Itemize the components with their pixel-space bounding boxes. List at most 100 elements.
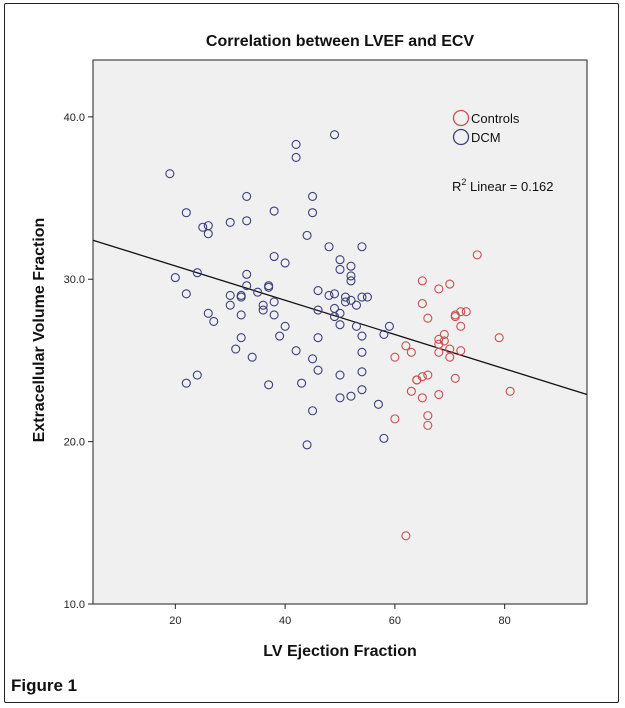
point-controls xyxy=(450,312,460,322)
point-dcm xyxy=(269,297,279,307)
point-controls xyxy=(417,276,427,286)
point-controls xyxy=(439,329,449,339)
point-controls xyxy=(406,386,416,396)
point-dcm xyxy=(346,271,356,281)
point-dcm xyxy=(258,300,268,310)
point-dcm xyxy=(362,292,372,302)
point-dcm xyxy=(329,130,340,140)
point-dcm xyxy=(181,208,191,218)
point-dcm xyxy=(203,229,213,239)
point-controls xyxy=(445,279,455,289)
point-dcm xyxy=(236,292,246,302)
point-dcm xyxy=(308,406,318,416)
x-tick-label: 40 xyxy=(279,615,291,627)
point-dcm xyxy=(357,347,367,357)
data-points xyxy=(165,130,515,541)
point-dcm xyxy=(236,333,246,343)
point-dcm xyxy=(269,310,279,320)
point-dcm xyxy=(346,261,356,271)
point-dcm xyxy=(280,258,290,268)
figure-label: Figure 1 xyxy=(11,676,78,695)
point-dcm xyxy=(297,378,307,388)
point-controls xyxy=(434,284,444,294)
point-dcm xyxy=(253,287,263,297)
point-controls xyxy=(450,373,460,383)
point-dcm xyxy=(242,269,252,279)
point-dcm xyxy=(357,331,367,341)
point-dcm xyxy=(329,289,340,299)
point-dcm xyxy=(291,346,301,356)
point-controls xyxy=(401,341,411,351)
point-controls xyxy=(406,347,416,357)
point-dcm xyxy=(247,352,257,362)
point-dcm xyxy=(181,289,191,299)
point-dcm xyxy=(373,399,383,409)
y-axis-label: Extracellular Volume Fraction xyxy=(31,218,48,443)
point-dcm xyxy=(335,255,345,265)
legend: Controls DCM xyxy=(452,109,520,146)
y-tick-label: 40.0 xyxy=(64,112,85,124)
point-controls xyxy=(423,370,433,380)
point-dcm xyxy=(308,208,318,218)
fit-label: R2 Linear = 0.162 xyxy=(452,177,554,194)
y-tick-label: 30.0 xyxy=(64,274,85,286)
point-dcm xyxy=(384,321,394,331)
point-dcm xyxy=(324,290,334,301)
chart-title: Correlation between LVEF and ECV xyxy=(206,33,475,50)
point-dcm xyxy=(346,391,356,401)
point-dcm xyxy=(313,286,323,296)
point-dcm xyxy=(165,169,175,179)
point-dcm xyxy=(242,281,252,291)
point-dcm xyxy=(291,152,301,162)
x-axis-label: LV Ejection Fraction xyxy=(263,643,417,660)
point-controls xyxy=(417,299,427,309)
point-dcm xyxy=(313,365,323,375)
point-dcm xyxy=(302,440,312,450)
point-dcm xyxy=(357,292,367,302)
point-dcm xyxy=(242,216,252,226)
point-dcm xyxy=(181,378,191,388)
point-dcm xyxy=(357,367,367,377)
point-controls xyxy=(423,313,433,323)
point-controls xyxy=(461,307,471,317)
x-tick-label: 80 xyxy=(499,615,511,627)
point-dcm xyxy=(231,344,241,354)
point-dcm xyxy=(275,331,285,341)
point-controls xyxy=(417,393,427,403)
point-dcm xyxy=(236,310,246,320)
point-dcm xyxy=(209,316,219,326)
x-axis: 20 40 60 80 xyxy=(169,604,511,627)
point-controls xyxy=(439,336,449,346)
x-tick-label: 20 xyxy=(169,615,181,627)
point-controls xyxy=(505,386,515,396)
point-controls xyxy=(390,352,400,362)
point-dcm xyxy=(291,139,301,149)
point-dcm xyxy=(264,380,274,390)
point-dcm xyxy=(335,264,345,275)
point-controls xyxy=(390,414,400,424)
point-dcm xyxy=(308,191,318,201)
legend-marker-controls xyxy=(452,109,470,127)
point-dcm xyxy=(379,433,389,443)
x-tick-label: 60 xyxy=(389,615,401,627)
point-dcm xyxy=(269,206,279,216)
point-dcm xyxy=(170,273,180,283)
point-controls xyxy=(456,346,466,356)
point-dcm xyxy=(258,305,268,315)
point-dcm xyxy=(379,329,389,339)
point-dcm xyxy=(313,305,323,315)
point-controls xyxy=(494,333,504,343)
point-dcm xyxy=(264,282,274,292)
point-controls xyxy=(434,389,444,400)
plot-area xyxy=(92,59,588,605)
point-controls xyxy=(445,352,455,362)
point-dcm xyxy=(225,300,235,310)
point-dcm xyxy=(308,354,318,364)
point-dcm xyxy=(357,385,367,395)
point-dcm xyxy=(192,370,202,380)
point-dcm xyxy=(335,393,345,403)
point-dcm xyxy=(351,300,362,310)
point-dcm xyxy=(198,222,208,232)
point-controls xyxy=(456,321,466,331)
point-controls xyxy=(456,307,466,317)
